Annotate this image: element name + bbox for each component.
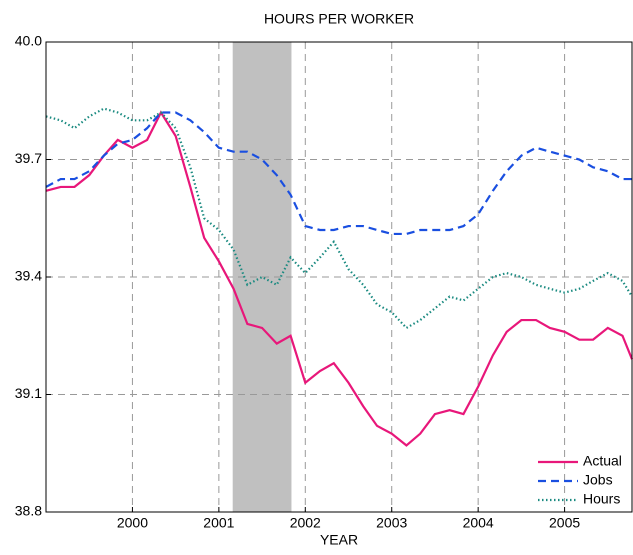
chart-title: HOURS PER WORKER bbox=[264, 11, 414, 27]
y-tick-label: 40.0 bbox=[15, 33, 42, 49]
y-tick-label: 39.7 bbox=[15, 150, 42, 166]
legend-label: Hours bbox=[583, 491, 620, 507]
x-tick-label: 2002 bbox=[290, 515, 321, 531]
series-line bbox=[45, 110, 633, 447]
series-line bbox=[45, 107, 633, 330]
x-tick-label: 2005 bbox=[549, 515, 580, 531]
x-tick-label: 2003 bbox=[376, 515, 407, 531]
x-tick-label: 2004 bbox=[463, 515, 494, 531]
y-tick-label: 38.8 bbox=[15, 503, 42, 519]
y-tick-label: 39.1 bbox=[15, 385, 42, 401]
plot-frame bbox=[45, 41, 633, 513]
x-axis-label: YEAR bbox=[320, 532, 358, 548]
series-line bbox=[45, 111, 632, 236]
x-tick-label: 2001 bbox=[203, 515, 234, 531]
legend-label: Jobs bbox=[583, 472, 613, 488]
y-tick-label: 39.4 bbox=[15, 268, 42, 284]
legend-label: Actual bbox=[583, 453, 622, 469]
x-tick-label: 2000 bbox=[117, 515, 148, 531]
